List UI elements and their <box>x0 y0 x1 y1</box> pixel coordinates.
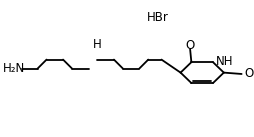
Text: NH: NH <box>215 55 233 68</box>
Text: HBr: HBr <box>146 11 168 24</box>
Text: O: O <box>244 68 253 80</box>
Text: O: O <box>185 38 194 52</box>
Text: H: H <box>93 38 101 51</box>
Text: H₂N: H₂N <box>3 62 25 75</box>
